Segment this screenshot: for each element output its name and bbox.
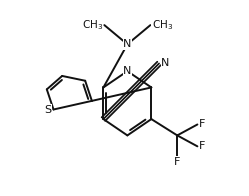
Text: F: F xyxy=(174,157,181,167)
Text: CH$_3$: CH$_3$ xyxy=(152,18,173,32)
Text: F: F xyxy=(199,120,206,130)
Text: F: F xyxy=(199,141,206,151)
Text: N: N xyxy=(123,39,131,49)
Text: S: S xyxy=(45,104,52,114)
Text: CH$_3$: CH$_3$ xyxy=(82,18,103,32)
Text: N: N xyxy=(161,58,170,68)
Text: N: N xyxy=(123,66,131,76)
